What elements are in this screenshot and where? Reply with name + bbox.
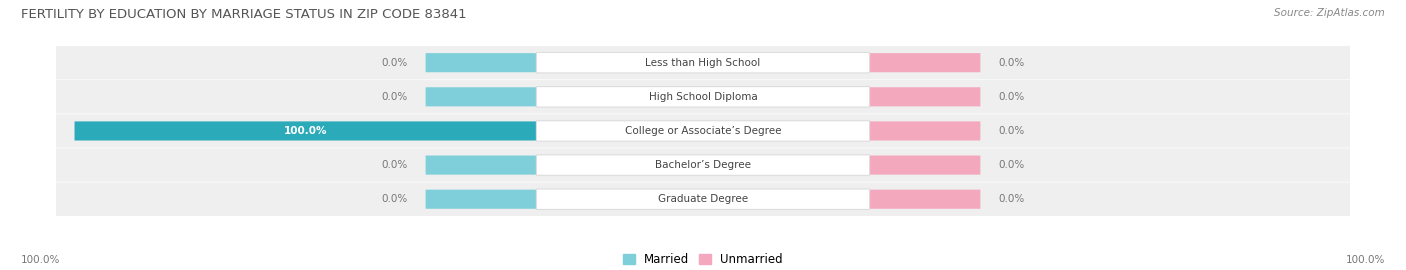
Text: 0.0%: 0.0% (998, 58, 1025, 68)
Text: Bachelor’s Degree: Bachelor’s Degree (655, 160, 751, 170)
FancyBboxPatch shape (537, 87, 869, 107)
FancyBboxPatch shape (426, 87, 537, 106)
FancyBboxPatch shape (537, 189, 869, 210)
FancyBboxPatch shape (426, 190, 537, 209)
FancyBboxPatch shape (869, 122, 980, 140)
FancyBboxPatch shape (537, 155, 869, 175)
FancyBboxPatch shape (537, 52, 869, 73)
Text: High School Diploma: High School Diploma (648, 92, 758, 102)
Text: 0.0%: 0.0% (381, 92, 408, 102)
FancyBboxPatch shape (75, 122, 537, 140)
Text: 100.0%: 100.0% (1346, 255, 1385, 265)
Text: 100.0%: 100.0% (21, 255, 60, 265)
FancyBboxPatch shape (56, 148, 1350, 182)
Text: 0.0%: 0.0% (998, 160, 1025, 170)
FancyBboxPatch shape (869, 190, 980, 209)
Text: 0.0%: 0.0% (998, 194, 1025, 204)
Text: Less than High School: Less than High School (645, 58, 761, 68)
Text: 0.0%: 0.0% (998, 92, 1025, 102)
Text: 0.0%: 0.0% (381, 160, 408, 170)
Text: 0.0%: 0.0% (381, 194, 408, 204)
FancyBboxPatch shape (56, 80, 1350, 114)
FancyBboxPatch shape (869, 53, 980, 72)
FancyBboxPatch shape (56, 114, 1350, 148)
FancyBboxPatch shape (426, 156, 537, 175)
Legend: Married, Unmarried: Married, Unmarried (623, 253, 783, 266)
Text: College or Associate’s Degree: College or Associate’s Degree (624, 126, 782, 136)
FancyBboxPatch shape (426, 53, 537, 72)
Text: Graduate Degree: Graduate Degree (658, 194, 748, 204)
FancyBboxPatch shape (869, 87, 980, 106)
FancyBboxPatch shape (537, 121, 869, 141)
FancyBboxPatch shape (56, 183, 1350, 216)
Text: 0.0%: 0.0% (998, 126, 1025, 136)
Text: FERTILITY BY EDUCATION BY MARRIAGE STATUS IN ZIP CODE 83841: FERTILITY BY EDUCATION BY MARRIAGE STATU… (21, 8, 467, 21)
Text: 100.0%: 100.0% (284, 126, 328, 136)
FancyBboxPatch shape (56, 46, 1350, 79)
Text: 0.0%: 0.0% (381, 58, 408, 68)
Text: Source: ZipAtlas.com: Source: ZipAtlas.com (1274, 8, 1385, 18)
FancyBboxPatch shape (869, 156, 980, 175)
